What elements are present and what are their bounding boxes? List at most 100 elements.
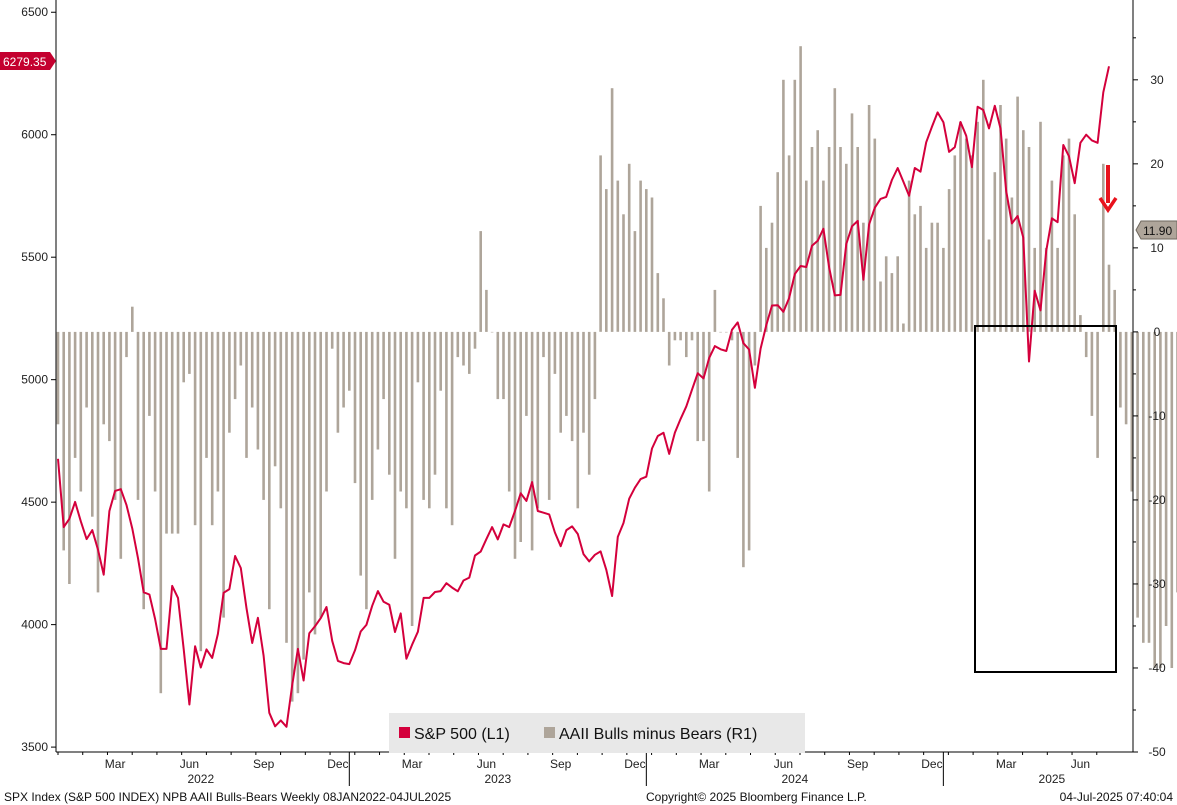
bar	[1050, 180, 1054, 332]
bar	[873, 138, 877, 332]
right-tick-label: 0	[1154, 325, 1161, 339]
bar	[1170, 331, 1174, 668]
bar	[627, 163, 631, 332]
bar	[228, 331, 231, 433]
bar	[1113, 289, 1116, 332]
bar	[765, 247, 768, 332]
legend-bar-swatch	[544, 727, 555, 738]
bar	[902, 323, 905, 332]
bar	[1119, 331, 1122, 408]
bar	[68, 331, 71, 584]
x-month-label: Mar	[699, 757, 720, 771]
bar	[113, 331, 117, 500]
x-month-label: Mar	[996, 757, 1017, 771]
bar	[1084, 331, 1088, 358]
last-value-tag-right-bg	[1135, 220, 1177, 240]
legend-line-swatch	[399, 727, 410, 738]
bar	[879, 281, 882, 332]
bar	[616, 180, 620, 332]
bar	[513, 331, 517, 559]
bars-layer	[56, 46, 1177, 702]
bar	[496, 331, 500, 400]
bar	[108, 331, 111, 442]
bar	[1022, 130, 1025, 332]
x-year-label: 2022	[187, 772, 214, 786]
bar	[1067, 138, 1071, 332]
bar	[924, 247, 928, 332]
right-tick-label: -30	[1148, 577, 1166, 591]
left-tick-label: 6000	[21, 128, 48, 142]
bar	[148, 331, 151, 416]
bar	[239, 331, 243, 366]
bar	[570, 331, 574, 442]
sp500-line	[57, 66, 1110, 728]
bar	[170, 331, 174, 534]
bar	[142, 331, 145, 610]
x-month-label: Sep	[847, 757, 869, 771]
bar	[690, 331, 694, 341]
bar	[296, 331, 300, 694]
bar	[336, 331, 340, 433]
bar	[1090, 331, 1094, 416]
x-year-label: 2023	[484, 772, 511, 786]
bar	[919, 205, 922, 332]
bar	[759, 205, 762, 332]
x-month-label: Jun	[774, 757, 793, 771]
bar	[205, 331, 208, 458]
bar	[507, 331, 511, 492]
bar	[325, 331, 328, 492]
bar	[1062, 155, 1065, 332]
bar	[422, 331, 425, 500]
bar	[450, 331, 454, 526]
bar	[439, 331, 442, 391]
bar	[342, 331, 345, 408]
legend-bar-label: AAII Bulls minus Bears (R1)	[559, 726, 757, 743]
bar	[650, 197, 654, 332]
bar	[525, 331, 528, 416]
left-tick-label: 4500	[21, 495, 48, 509]
tags-layer: 6279.35 11.90	[0, 52, 1177, 240]
bar	[216, 331, 220, 492]
bar	[428, 331, 431, 509]
bar	[856, 147, 859, 332]
right-tick-label: -10	[1148, 409, 1166, 423]
bar	[1124, 331, 1128, 425]
footer-left: SPX Index (S&P 500 INDEX) NPB AAII Bulls…	[4, 790, 451, 804]
footer: SPX Index (S&P 500 INDEX) NPB AAII Bulls…	[4, 790, 1173, 804]
bar	[1056, 247, 1059, 332]
bar	[645, 189, 648, 332]
bar	[348, 331, 351, 391]
bar	[365, 331, 368, 610]
bar	[667, 331, 671, 366]
bar	[999, 105, 1002, 332]
bar	[782, 79, 785, 332]
bar	[959, 121, 962, 332]
footer-center: Copyright© 2025 Bloomberg Finance L.P.	[646, 790, 867, 804]
axes-layer: 3500 4000 4500 5000 5500 6000 6500 -50 -40 -30 -20…	[21, 0, 1166, 786]
footer-right: 04-Jul-2025 07:40:04	[1060, 790, 1174, 804]
bar	[747, 331, 751, 551]
bar	[947, 189, 951, 332]
bar	[290, 331, 294, 702]
bar	[382, 331, 385, 400]
bar	[1164, 331, 1168, 626]
last-value-tag-left-bg	[0, 52, 56, 70]
bar	[85, 331, 88, 408]
bar	[136, 331, 140, 500]
x-month-label: Mar	[105, 757, 126, 771]
bar	[91, 331, 94, 517]
bar	[605, 189, 608, 332]
bar	[250, 331, 254, 408]
bar	[793, 79, 797, 332]
bar	[702, 331, 705, 442]
x-month-label: Jun	[1071, 757, 1090, 771]
bar	[485, 289, 488, 332]
line-layer	[57, 66, 1110, 728]
bar	[233, 331, 237, 400]
bar	[610, 88, 614, 332]
bar	[576, 331, 580, 509]
bar	[1159, 331, 1162, 668]
bar	[182, 331, 185, 383]
bar	[433, 331, 437, 475]
